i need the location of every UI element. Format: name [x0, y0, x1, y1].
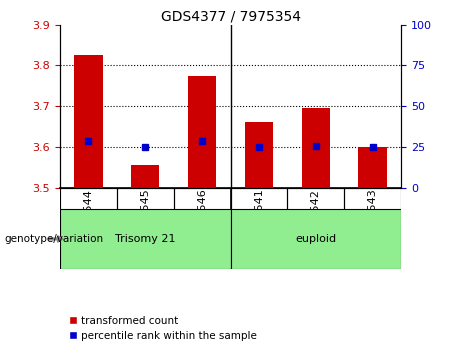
Bar: [230, 209, 401, 269]
Bar: [245, 122, 273, 188]
Text: GSM870541: GSM870541: [254, 189, 264, 256]
Bar: [117, 188, 174, 209]
Text: genotype/variation: genotype/variation: [5, 234, 104, 244]
Title: GDS4377 / 7975354: GDS4377 / 7975354: [160, 10, 301, 24]
Text: GSM870542: GSM870542: [311, 189, 321, 257]
Text: GSM870545: GSM870545: [140, 189, 150, 256]
Bar: [188, 76, 216, 188]
Bar: [230, 188, 287, 209]
Bar: [358, 147, 387, 188]
Text: Trisomy 21: Trisomy 21: [115, 234, 176, 244]
Bar: [74, 55, 102, 188]
Bar: [344, 188, 401, 209]
Text: GSM870544: GSM870544: [83, 189, 94, 257]
Bar: [287, 188, 344, 209]
Bar: [60, 188, 117, 209]
Bar: [174, 188, 230, 209]
Text: GSM870543: GSM870543: [367, 189, 378, 256]
Text: GSM870546: GSM870546: [197, 189, 207, 256]
Bar: [301, 108, 330, 188]
Bar: [60, 209, 230, 269]
Text: euploid: euploid: [295, 234, 337, 244]
Bar: [131, 165, 160, 188]
Legend: transformed count, percentile rank within the sample: transformed count, percentile rank withi…: [65, 312, 261, 345]
